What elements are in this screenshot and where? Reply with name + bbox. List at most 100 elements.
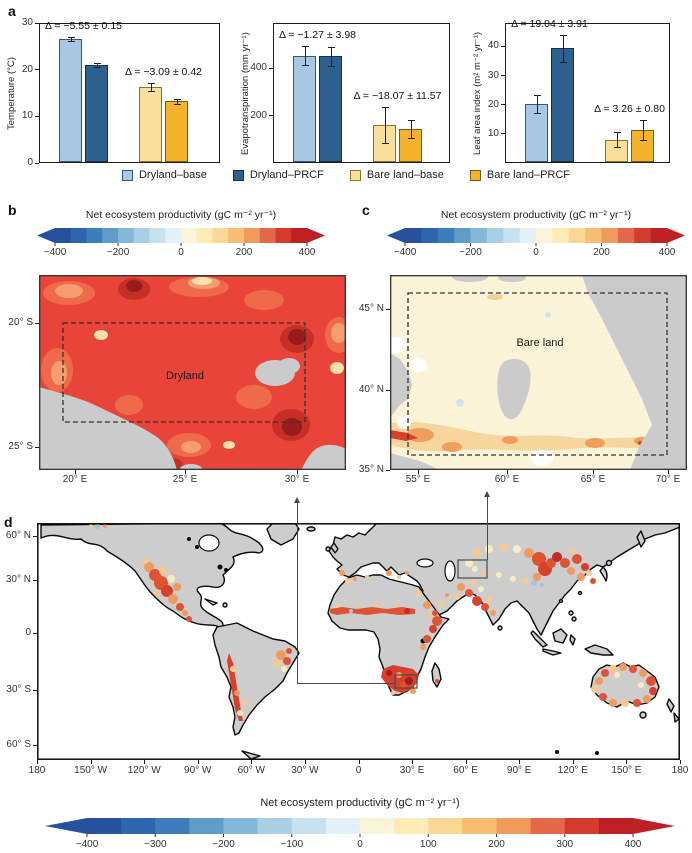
x-tick-label: 120° W [127,765,161,776]
error-bar-line [150,82,152,92]
nep-heat-patches [89,523,657,721]
x-tick-label: 90° W [184,765,212,776]
error-bar-cap [147,91,155,93]
y-tick-mark [501,75,505,76]
y-tick-mark [386,309,390,310]
error-bar-cap [327,46,335,48]
arrow-up-to-panel-b-icon [294,497,300,503]
connector-line-dryland-horizontal [297,683,395,684]
dryland-inset-box [394,674,418,689]
x-tick-mark [75,470,76,474]
colorbar-title-d: Net ecosystem productivity (gC m⁻² yr⁻¹) [260,797,460,809]
y-tick-mark [386,470,390,471]
colorbar-tick-label: 200 [235,247,253,258]
legend-swatch [469,169,481,181]
delta-annotation: Δ = −5.55 ± 0.15 [44,20,123,32]
error-bar-cap [533,112,541,114]
bar [293,55,316,162]
legend-item: Bare land–PRCF [469,169,570,181]
y-tick-label: 30° N [5,574,31,585]
x-tick-label: 60° W [237,765,265,776]
y-tick-label: 40 [487,40,499,52]
x-tick-mark [519,760,521,764]
y-tick-mark [35,323,39,324]
y-tick-mark [33,580,37,581]
error-bar-cap [301,65,309,67]
x-tick-label: 25° E [172,474,198,485]
y-tick-mark [269,67,273,69]
y-tick-mark [33,633,37,634]
chart-legend: Dryland–base Dryland–PRCF Bare land–base… [0,169,692,181]
colorbar-tick-label: 300 [556,839,574,850]
map-bareland-nodata [390,275,687,470]
colorbar-tick-label: −300 [143,839,167,850]
error-bar-line [176,98,178,105]
legend-item: Dryland–PRCF [232,169,324,181]
x-tick-label: 150° E [611,765,642,776]
colorbar-tick-label: 400 [658,247,676,258]
x-tick-label: 65° E [580,474,606,485]
world-map [37,523,680,760]
x-tick-label: 150° W [74,765,108,776]
connector-line-bareland-vertical [487,497,488,560]
colorbar-tick-label: −200 [212,839,235,850]
x-tick-mark [626,760,628,764]
map-dryland: Dryland [39,275,346,470]
bar [59,38,82,162]
bareland-study-box [407,292,668,456]
delta-annotation: Δ = 3.26 ± 0.80 [594,102,665,115]
x-tick-mark [297,470,298,474]
bar [551,48,574,162]
colorbar-tick-label: −400 [43,247,67,258]
y-tick-label: 30 [21,17,33,28]
y-tick-mark [35,115,39,117]
y-tick-label: 40° N [358,384,384,395]
x-tick-mark [412,760,414,764]
y-tick-mark [35,22,39,24]
x-tick-mark [37,760,38,764]
bar [85,65,108,162]
y-tick-label: 20° S [8,317,33,328]
y-tick-label: 0 [27,157,33,168]
delta-annotation: Δ = 19.04 ± 3.91 [511,18,588,31]
x-tick-label: 0 [355,765,362,776]
error-bar-line [642,119,644,141]
colorbar-tick-label: 200 [488,839,505,850]
bar [139,86,162,162]
colorbar-tick-label: −400 [393,247,417,258]
colorbar-tick-label: 0 [178,247,184,258]
y-tick-label: 20 [21,63,33,75]
connector-line-dryland-vertical [297,503,298,683]
x-tick-mark [251,760,253,764]
bareland-inset-box [457,559,488,579]
x-tick-mark [304,760,306,764]
error-bar-cap [301,46,309,48]
error-bar-line [536,95,538,113]
error-bar-line [562,35,564,62]
colorbar-tick-label: −200 [459,247,482,258]
bar [165,101,188,162]
error-bar-cap [147,82,155,84]
colorbar-tick-label: −200 [106,247,130,258]
x-tick-mark [593,470,594,474]
y-tick-mark [501,104,505,106]
error-bar-cap [533,95,541,97]
x-tick-mark [465,760,467,764]
y-tick-label: 35° N [358,464,384,475]
colorbar-d [45,818,675,837]
legend-label: Dryland–base [138,169,207,181]
dryland-region-label: Dryland [166,370,204,382]
x-tick-label: 30° E [399,765,425,776]
error-bar-cap [93,66,101,68]
colorbar-tick-label: 100 [419,839,437,850]
y-tick-label: 200 [250,109,267,121]
colorbar-tick-label: 200 [593,247,610,258]
lakes [187,537,599,755]
colorbar-tick-label: 400 [298,247,316,258]
x-tick-mark [668,470,669,474]
error-bar-line [616,132,618,148]
error-bar-cap [67,37,75,38]
x-tick-label: 90° E [506,765,532,776]
x-tick-label: 70° E [655,474,681,485]
y-tick-label: 0 [25,627,31,638]
